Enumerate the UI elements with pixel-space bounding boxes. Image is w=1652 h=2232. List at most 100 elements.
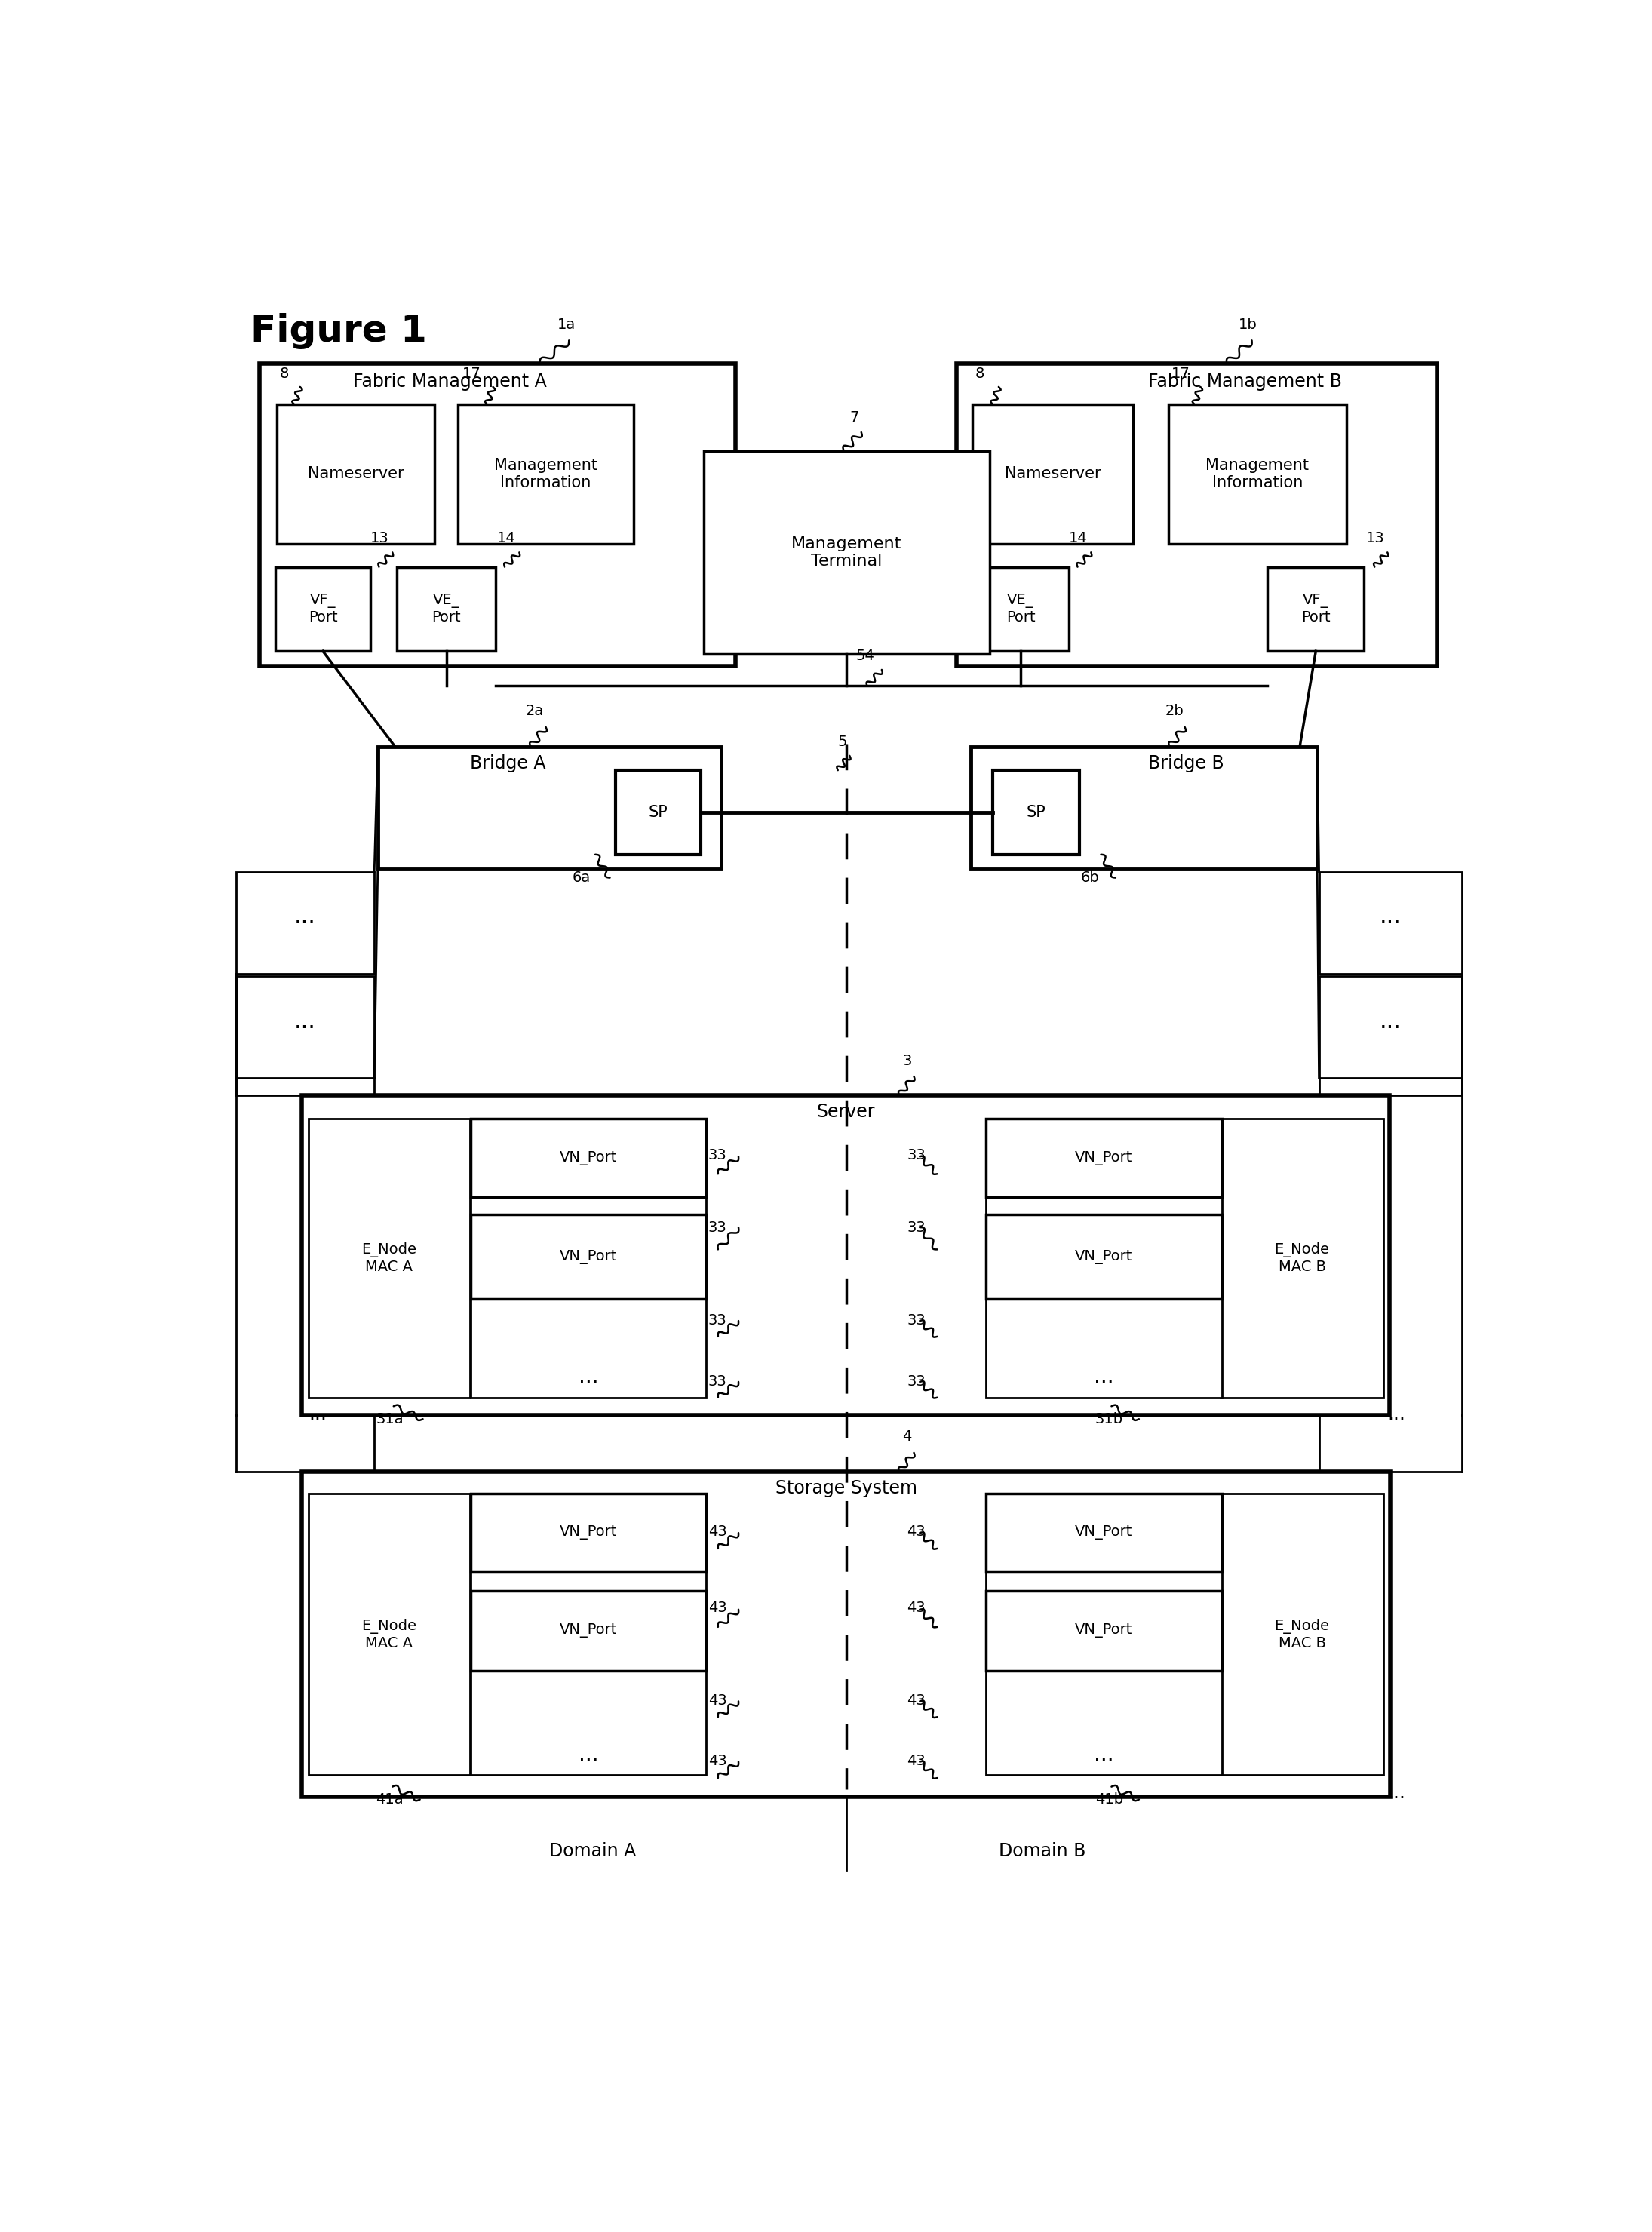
Text: VF_
Port: VF_ Port: [309, 594, 337, 625]
Text: 43: 43: [709, 1600, 727, 1616]
Text: VF_
Port: VF_ Port: [1302, 594, 1330, 625]
FancyBboxPatch shape: [396, 567, 496, 652]
Text: ...: ...: [578, 1366, 598, 1388]
FancyBboxPatch shape: [993, 770, 1079, 855]
FancyBboxPatch shape: [1267, 567, 1365, 652]
FancyBboxPatch shape: [1318, 975, 1462, 1078]
Text: Nameserver: Nameserver: [307, 466, 403, 482]
Text: ...: ...: [309, 1783, 327, 1801]
Text: 4: 4: [902, 1431, 912, 1444]
Text: 43: 43: [709, 1524, 727, 1538]
FancyBboxPatch shape: [986, 1214, 1222, 1299]
Text: 14: 14: [1069, 531, 1087, 545]
Text: 8: 8: [279, 366, 289, 382]
Text: 43: 43: [709, 1754, 727, 1768]
Text: 41b: 41b: [1095, 1792, 1123, 1808]
FancyBboxPatch shape: [276, 567, 370, 652]
Text: 41a: 41a: [377, 1792, 403, 1808]
Text: Storage System: Storage System: [775, 1480, 917, 1498]
FancyBboxPatch shape: [309, 1118, 469, 1397]
FancyBboxPatch shape: [971, 748, 1317, 868]
Text: Bridge A: Bridge A: [471, 754, 547, 772]
Text: Management
Terminal: Management Terminal: [791, 536, 902, 569]
Text: ...: ...: [1094, 1743, 1113, 1766]
Text: VN_Port: VN_Port: [560, 1623, 618, 1638]
Text: Management
Information: Management Information: [494, 458, 598, 491]
FancyBboxPatch shape: [986, 1591, 1222, 1670]
Text: Domain A: Domain A: [548, 1841, 636, 1859]
Text: ...: ...: [1379, 906, 1401, 929]
Text: Domain B: Domain B: [999, 1841, 1085, 1859]
Text: E_Node
MAC B: E_Node MAC B: [1275, 1618, 1330, 1649]
Text: VE_
Port: VE_ Port: [431, 594, 461, 625]
FancyBboxPatch shape: [973, 404, 1133, 545]
Text: VN_Port: VN_Port: [1075, 1250, 1133, 1263]
Text: VN_Port: VN_Port: [560, 1152, 618, 1165]
FancyBboxPatch shape: [259, 364, 735, 665]
FancyBboxPatch shape: [957, 364, 1437, 665]
Text: 2a: 2a: [525, 703, 544, 719]
FancyBboxPatch shape: [1221, 1493, 1383, 1774]
Text: SP: SP: [1026, 806, 1046, 819]
Text: 43: 43: [907, 1754, 925, 1768]
FancyBboxPatch shape: [471, 1118, 707, 1397]
FancyBboxPatch shape: [616, 770, 700, 855]
FancyBboxPatch shape: [986, 1118, 1222, 1397]
Text: 6a: 6a: [572, 870, 590, 886]
FancyBboxPatch shape: [458, 404, 633, 545]
Text: Server: Server: [816, 1103, 874, 1120]
FancyBboxPatch shape: [704, 451, 990, 654]
Text: E_Node
MAC B: E_Node MAC B: [1275, 1243, 1330, 1274]
Text: Fabric Management A: Fabric Management A: [354, 373, 547, 391]
Text: 33: 33: [907, 1375, 925, 1388]
FancyBboxPatch shape: [471, 1493, 707, 1774]
Text: Fabric Management B: Fabric Management B: [1148, 373, 1341, 391]
Text: VE_
Port: VE_ Port: [1006, 594, 1036, 625]
Text: 1b: 1b: [1239, 317, 1257, 333]
Text: 33: 33: [709, 1147, 727, 1163]
FancyBboxPatch shape: [1221, 1118, 1383, 1397]
Text: 13: 13: [1366, 531, 1384, 545]
FancyBboxPatch shape: [471, 1493, 707, 1571]
Text: 31a: 31a: [377, 1413, 403, 1426]
Text: VN_Port: VN_Port: [560, 1524, 618, 1540]
Text: 33: 33: [907, 1221, 925, 1234]
Text: 8: 8: [975, 366, 985, 382]
FancyBboxPatch shape: [276, 404, 434, 545]
Text: Nameserver: Nameserver: [1004, 466, 1100, 482]
Text: VN_Port: VN_Port: [1075, 1623, 1133, 1638]
Text: 3: 3: [902, 1054, 912, 1069]
Text: 2b: 2b: [1165, 703, 1184, 719]
Text: 13: 13: [370, 531, 388, 545]
Text: 5: 5: [838, 734, 847, 748]
Text: 33: 33: [709, 1221, 727, 1234]
Text: 33: 33: [709, 1375, 727, 1388]
Text: E_Node
MAC A: E_Node MAC A: [362, 1243, 416, 1274]
Text: 33: 33: [709, 1312, 727, 1328]
Text: SP: SP: [648, 806, 667, 819]
Text: ...: ...: [309, 1406, 327, 1424]
Text: Figure 1: Figure 1: [251, 312, 426, 350]
Text: 33: 33: [907, 1147, 925, 1163]
Text: 7: 7: [849, 411, 859, 424]
Text: E_Node
MAC A: E_Node MAC A: [362, 1618, 416, 1649]
Text: VN_Port: VN_Port: [1075, 1152, 1133, 1165]
Text: 43: 43: [709, 1694, 727, 1707]
FancyBboxPatch shape: [986, 1118, 1222, 1196]
FancyBboxPatch shape: [1168, 404, 1346, 545]
FancyBboxPatch shape: [986, 1493, 1222, 1571]
FancyBboxPatch shape: [378, 748, 720, 868]
Text: VN_Port: VN_Port: [560, 1250, 618, 1263]
Text: ...: ...: [1379, 1011, 1401, 1033]
Text: Bridge B: Bridge B: [1148, 754, 1224, 772]
Text: 43: 43: [907, 1600, 925, 1616]
FancyBboxPatch shape: [471, 1591, 707, 1670]
Text: 6b: 6b: [1080, 870, 1099, 886]
Text: 1a: 1a: [557, 317, 575, 333]
FancyBboxPatch shape: [986, 1493, 1222, 1774]
FancyBboxPatch shape: [236, 975, 375, 1078]
Text: ...: ...: [294, 1011, 316, 1033]
Text: 43: 43: [907, 1694, 925, 1707]
FancyBboxPatch shape: [973, 567, 1069, 652]
Text: 14: 14: [497, 531, 515, 545]
